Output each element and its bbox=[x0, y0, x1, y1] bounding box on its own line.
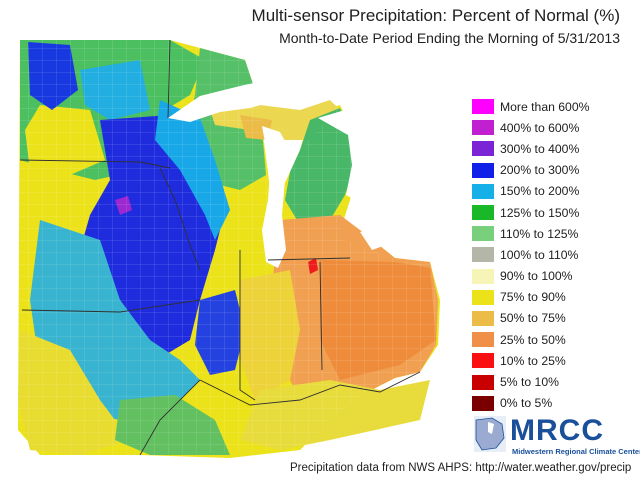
mrcc-logo: MRCC Midwestern Regional Climate Center bbox=[472, 414, 640, 460]
legend-swatch bbox=[472, 289, 494, 305]
legend-swatch bbox=[472, 183, 494, 199]
legend-swatch bbox=[472, 395, 494, 411]
legend-label: 400% to 600% bbox=[500, 120, 580, 135]
legend-label: 90% to 100% bbox=[500, 269, 573, 284]
legend-swatch bbox=[472, 353, 494, 369]
legend-swatch bbox=[472, 120, 494, 136]
data-source-footer: Precipitation data from NWS AHPS: http:/… bbox=[290, 462, 632, 474]
legend-label: 50% to 75% bbox=[500, 311, 566, 326]
state-borders bbox=[19, 39, 421, 456]
legend-item: 90% to 100% bbox=[472, 266, 589, 287]
legend-label: 10% to 25% bbox=[500, 353, 566, 368]
legend-item: 25% to 50% bbox=[472, 329, 589, 350]
map-title: Multi-sensor Precipitation: Percent of N… bbox=[251, 6, 620, 25]
lake-huron bbox=[318, 110, 372, 200]
legend: More than 600% 400% to 600% 300% to 400% 20… bbox=[472, 96, 589, 414]
legend-label: 200% to 300% bbox=[500, 163, 580, 178]
legend-item: 75% to 90% bbox=[472, 287, 589, 308]
legend-label: 300% to 400% bbox=[500, 141, 580, 156]
legend-item: 10% to 25% bbox=[472, 350, 589, 371]
legend-swatch bbox=[472, 141, 494, 157]
legend-item: 110% to 125% bbox=[472, 223, 589, 244]
legend-item: 125% to 150% bbox=[472, 202, 589, 223]
legend-swatch bbox=[472, 374, 494, 390]
legend-swatch bbox=[472, 247, 494, 263]
midwest-map-icon bbox=[474, 416, 506, 452]
legend-label: More than 600% bbox=[500, 99, 590, 114]
county-grid-overlay bbox=[18, 40, 440, 455]
legend-swatch bbox=[472, 99, 494, 115]
legend-item: 50% to 75% bbox=[472, 308, 589, 329]
legend-swatch bbox=[472, 332, 494, 348]
legend-label: 0% to 5% bbox=[500, 396, 553, 411]
legend-label: 125% to 150% bbox=[500, 205, 580, 220]
legend-item: 100% to 110% bbox=[472, 244, 589, 265]
legend-label: 100% to 110% bbox=[500, 247, 579, 262]
lake-erie bbox=[360, 214, 428, 250]
legend-item: 150% to 200% bbox=[472, 181, 589, 202]
legend-swatch bbox=[472, 268, 494, 284]
legend-swatch bbox=[472, 226, 494, 242]
legend-label: 110% to 125% bbox=[500, 226, 579, 241]
legend-label: 150% to 200% bbox=[500, 184, 580, 199]
legend-item: More than 600% bbox=[472, 96, 589, 117]
legend-item: 0% to 5% bbox=[472, 393, 589, 414]
logo-subtext: Midwestern Regional Climate Center bbox=[512, 447, 640, 456]
map-subtitle: Month-to-Date Period Ending the Morning … bbox=[279, 30, 620, 46]
legend-item: 200% to 300% bbox=[472, 160, 589, 181]
logo-text: MRCC bbox=[510, 414, 604, 447]
legend-swatch bbox=[472, 205, 494, 221]
legend-label: 75% to 90% bbox=[500, 290, 566, 305]
legend-item: 5% to 10% bbox=[472, 371, 589, 392]
legend-swatch bbox=[472, 162, 494, 178]
legend-swatch bbox=[472, 310, 494, 326]
legend-item: 400% to 600% bbox=[472, 117, 589, 138]
legend-label: 25% to 50% bbox=[500, 332, 566, 347]
legend-label: 5% to 10% bbox=[500, 375, 559, 390]
legend-item: 300% to 400% bbox=[472, 138, 589, 159]
